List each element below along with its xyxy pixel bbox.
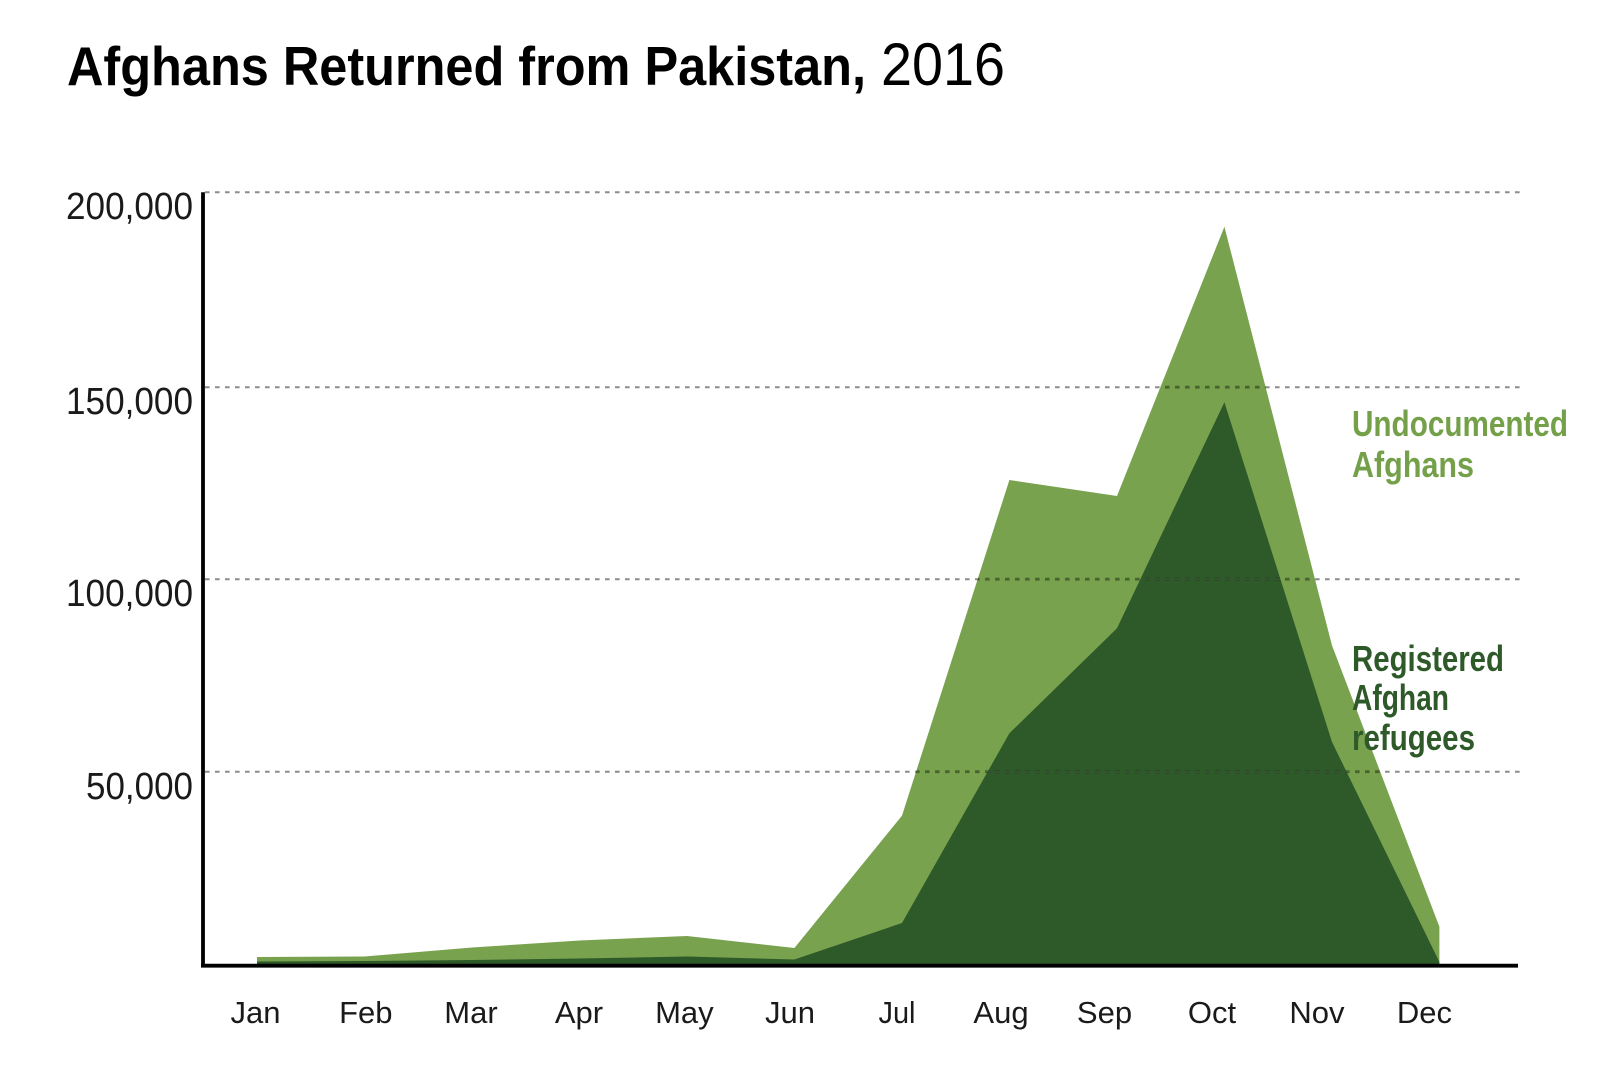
- svg-text:Mar: Mar: [444, 995, 497, 1030]
- svg-text:Aug: Aug: [973, 995, 1028, 1030]
- svg-text:2016: 2016: [881, 31, 1005, 98]
- svg-text:Afghan: Afghan: [1352, 677, 1449, 718]
- svg-text:Sep: Sep: [1077, 995, 1132, 1030]
- svg-text:100,000: 100,000: [66, 573, 193, 615]
- svg-text:50,000: 50,000: [86, 766, 193, 808]
- svg-text:Jun: Jun: [765, 995, 815, 1030]
- svg-text:Jan: Jan: [231, 995, 281, 1030]
- svg-text:Feb: Feb: [339, 995, 392, 1030]
- svg-text:200,000: 200,000: [66, 186, 193, 228]
- svg-text:Dec: Dec: [1397, 995, 1452, 1030]
- svg-text:Apr: Apr: [555, 995, 603, 1030]
- svg-text:Undocumented: Undocumented: [1352, 403, 1568, 444]
- svg-text:Jul: Jul: [879, 995, 916, 1030]
- svg-text:Afghans Returned from Pakistan: Afghans Returned from Pakistan,: [67, 35, 866, 97]
- svg-text:150,000: 150,000: [66, 381, 193, 423]
- svg-text:Nov: Nov: [1289, 995, 1345, 1030]
- svg-text:May: May: [655, 995, 714, 1030]
- svg-text:Afghans: Afghans: [1352, 444, 1474, 485]
- svg-text:Oct: Oct: [1188, 995, 1237, 1030]
- svg-text:refugees: refugees: [1352, 717, 1475, 758]
- svg-text:Registered: Registered: [1352, 638, 1504, 679]
